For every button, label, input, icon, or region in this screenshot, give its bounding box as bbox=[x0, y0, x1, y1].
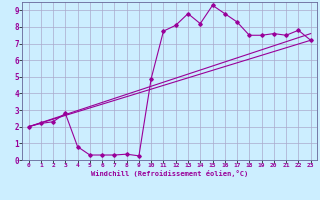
X-axis label: Windchill (Refroidissement éolien,°C): Windchill (Refroidissement éolien,°C) bbox=[91, 170, 248, 177]
